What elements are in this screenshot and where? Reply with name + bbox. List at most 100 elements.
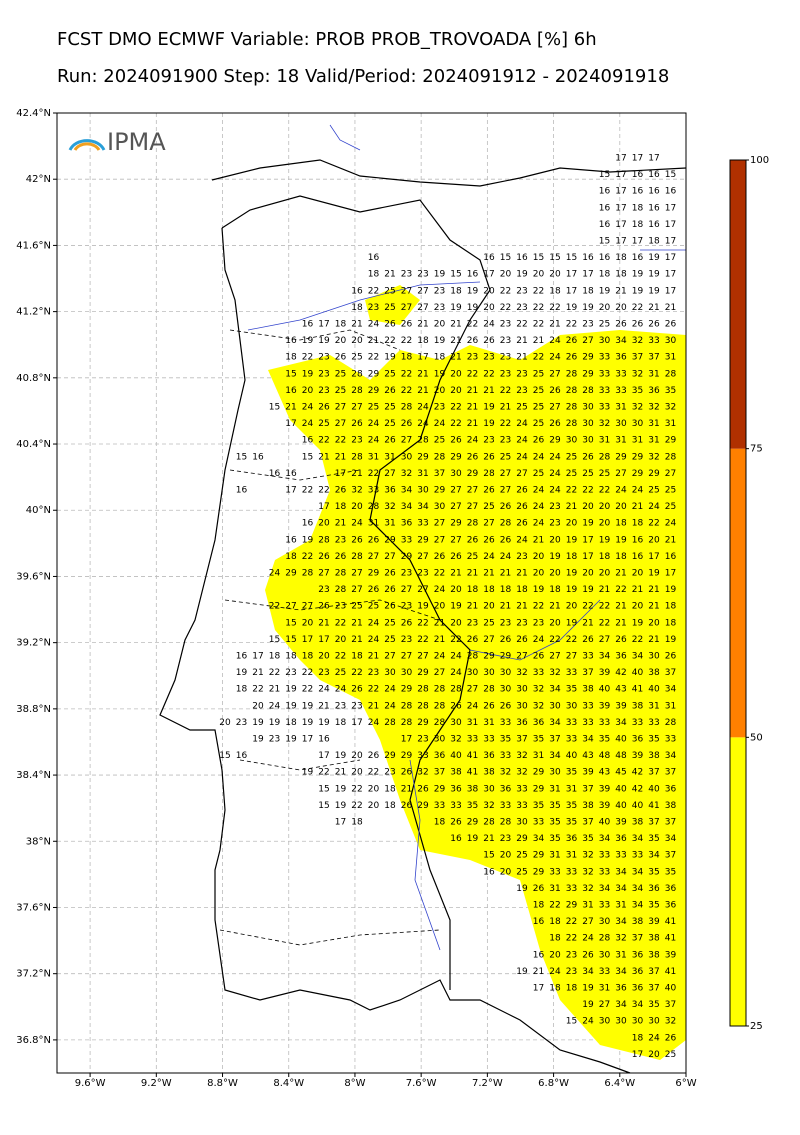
cell-value: 22 — [368, 469, 379, 479]
cell-value: 33 — [417, 519, 428, 529]
cell-value: 23 — [566, 967, 577, 977]
y-tick-label: 40.4°N — [16, 439, 51, 450]
cell-value: 25 — [516, 867, 527, 877]
cell-value: 22 — [549, 303, 560, 313]
cell-value: 18 — [599, 270, 611, 280]
cell-value: 22 — [549, 635, 560, 645]
cell-value: 24 — [335, 685, 347, 695]
cell-value: 16 — [285, 535, 297, 545]
cell-value: 23 — [516, 618, 527, 628]
cell-value: 26 — [483, 535, 495, 545]
cell-value: 33 — [632, 851, 643, 861]
cell-value: 35 — [648, 834, 659, 844]
cell-value: 26 — [483, 486, 495, 496]
cell-value: 41 — [467, 768, 478, 778]
cell-value: 20 — [599, 569, 611, 579]
cell-value: 22 — [566, 635, 577, 645]
cell-value: 35 — [533, 801, 544, 811]
cell-value: 35 — [648, 867, 659, 877]
cell-value: 22 — [335, 652, 346, 662]
cell-value: 27 — [285, 602, 296, 612]
cell-value: 17 — [665, 203, 676, 213]
cell-value: 20 — [549, 950, 561, 960]
cell-value: 22 — [450, 419, 461, 429]
cell-value: 26 — [648, 320, 660, 330]
cell-value: 41 — [665, 917, 676, 927]
cell-value: 28 — [467, 519, 479, 529]
cell-value: 30 — [384, 668, 396, 678]
cell-value: 26 — [384, 320, 396, 330]
cell-value: 23 — [417, 735, 428, 745]
cell-value: 18 — [648, 237, 660, 247]
cell-value: 26 — [417, 784, 429, 794]
cell-value: 29 — [384, 535, 396, 545]
cell-value: 26 — [335, 486, 347, 496]
cell-value: 21 — [516, 336, 527, 346]
cell-value: 25 — [368, 403, 379, 413]
cell-value: 30 — [566, 436, 578, 446]
cell-value: 17 — [302, 635, 313, 645]
cell-value: 31 — [467, 718, 478, 728]
cell-value: 24 — [516, 452, 528, 462]
cell-value: 27 — [483, 519, 494, 529]
cell-value: 20 — [533, 569, 545, 579]
cell-value: 20 — [549, 270, 561, 280]
cell-value: 26 — [467, 535, 479, 545]
cell-value: 25 — [384, 286, 395, 296]
cell-value: 25 — [434, 436, 445, 446]
cell-value: 22 — [302, 353, 313, 363]
cell-value: 16 — [285, 336, 297, 346]
cell-value: 21 — [252, 668, 263, 678]
cell-value: 22 — [450, 635, 461, 645]
cell-value: 30 — [450, 469, 462, 479]
border — [221, 195, 491, 990]
cell-value: 35 — [549, 834, 560, 844]
cell-value: 36 — [665, 884, 677, 894]
cell-value: 39 — [582, 768, 594, 778]
cell-value: 24 — [582, 1017, 594, 1027]
cell-value: 27 — [335, 419, 346, 429]
cell-value: 32 — [582, 851, 593, 861]
cell-value: 22 — [533, 320, 544, 330]
cell-value: 21 — [533, 336, 544, 346]
cell-value: 15 — [318, 784, 329, 794]
cell-value: 23 — [516, 552, 527, 562]
cell-value: 34 — [615, 867, 627, 877]
cell-value: 27 — [302, 602, 313, 612]
cell-value: 43 — [599, 768, 610, 778]
cell-value: 26 — [318, 602, 330, 612]
cell-value: 24 — [533, 486, 545, 496]
cell-value: 38 — [665, 801, 677, 811]
cell-value: 32 — [500, 768, 511, 778]
cell-value: 33 — [516, 784, 527, 794]
cell-value: 15 — [219, 751, 230, 761]
cell-value: 22 — [368, 685, 379, 695]
cell-value: 29 — [566, 901, 578, 911]
cell-value: 37 — [648, 818, 659, 828]
cell-value: 31 — [549, 784, 560, 794]
cell-value: 18 — [549, 585, 561, 595]
cell-value: 30 — [582, 419, 594, 429]
cell-value: 28 — [384, 718, 396, 728]
cell-value: 36 — [401, 519, 413, 529]
cell-value: 36 — [632, 950, 644, 960]
cell-value: 21 — [335, 768, 346, 778]
cell-value: 23 — [318, 369, 329, 379]
cell-value: 23 — [500, 618, 511, 628]
cell-value: 32 — [582, 867, 593, 877]
cell-value: 20 — [615, 303, 627, 313]
cell-value: 26 — [500, 535, 512, 545]
cell-value: 22 — [566, 486, 577, 496]
cell-value: 39 — [599, 701, 611, 711]
cell-value: 37 — [434, 469, 445, 479]
cell-value: 23 — [500, 834, 511, 844]
y-tick-label: 38.8°N — [16, 704, 51, 715]
cell-value: 24 — [665, 519, 677, 529]
cell-value: 29 — [417, 801, 429, 811]
cell-value: 21 — [318, 452, 329, 462]
cell-value: 22 — [516, 320, 527, 330]
cell-value: 24 — [368, 718, 380, 728]
cell-value: 18 — [351, 303, 363, 313]
cell-value: 26 — [318, 552, 330, 562]
cell-value: 16 — [665, 552, 677, 562]
